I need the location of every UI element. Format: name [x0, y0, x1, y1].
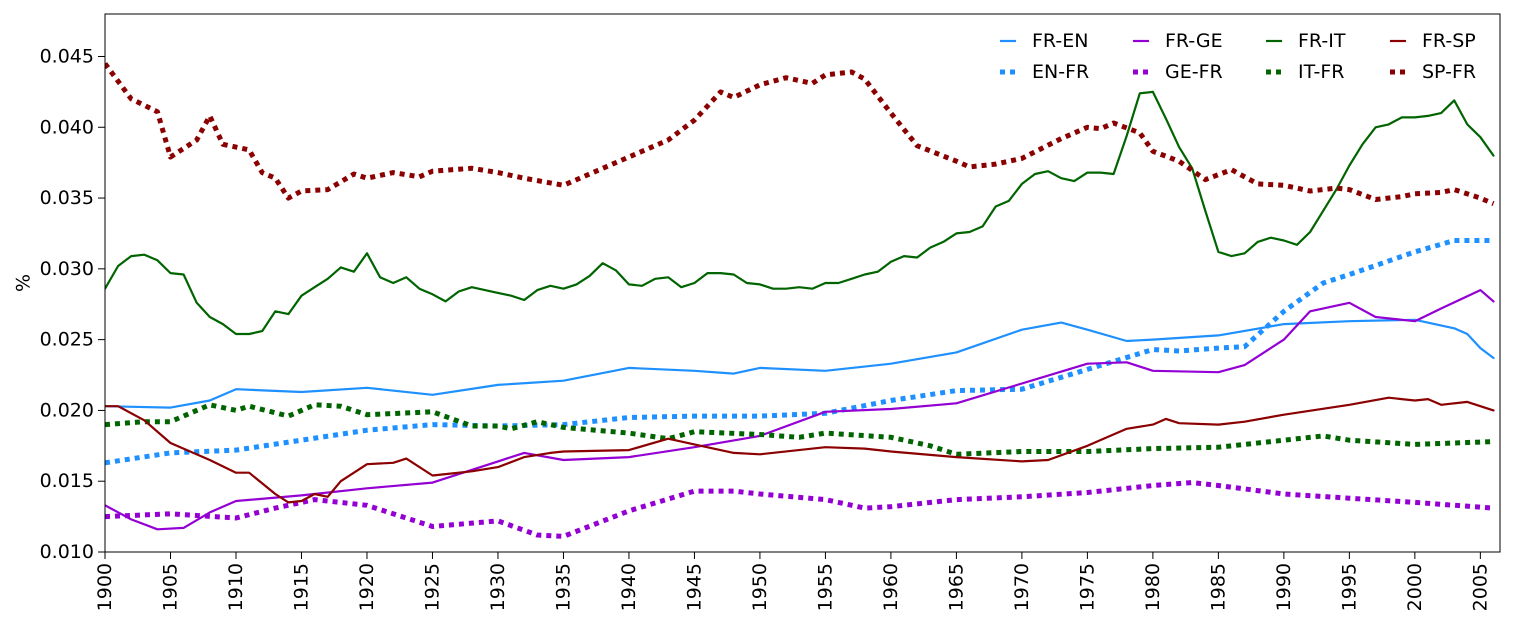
x-tick-label: 1910 — [225, 563, 247, 611]
legend-label: FR-GE — [1165, 30, 1223, 52]
x-tick-label: 1965 — [945, 563, 967, 611]
y-tick-label: 0.010 — [40, 541, 94, 563]
x-tick-label: 2000 — [1404, 563, 1426, 611]
legend-item-ge-fr: GE-FR — [1133, 61, 1223, 83]
x-tick-label: 1995 — [1338, 563, 1360, 611]
x-tick-label: 1955 — [814, 563, 836, 611]
legend-label: SP-FR — [1422, 61, 1476, 83]
x-tick-label: 1905 — [159, 563, 181, 611]
x-tick-label: 1950 — [749, 563, 771, 611]
series-line-it-fr — [105, 402, 1494, 457]
series-line-fr-en — [105, 318, 1495, 409]
series-line-fr-ge — [105, 289, 1495, 531]
legend-label: FR-SP — [1422, 30, 1476, 52]
legend-label: IT-FR — [1298, 61, 1344, 83]
x-tick-label: 1975 — [1076, 563, 1098, 611]
legend-item-fr-en: FR-EN — [1000, 30, 1088, 52]
x-tick-label: 1920 — [356, 563, 378, 611]
legend-item-fr-it: FR-IT — [1266, 30, 1346, 52]
legend: FR-EN EN-FR FR-GE GE-FR FR-IT IT-FR FR-SP SP-FR — [1000, 30, 1476, 83]
x-tick-label: 1900 — [94, 563, 116, 611]
x-tick-label: 2005 — [1469, 563, 1491, 611]
series-line-fr-it — [105, 90, 1495, 336]
y-tick-label: 0.045 — [40, 45, 94, 67]
x-tick-label: 1960 — [880, 563, 902, 611]
x-tick-label: 1980 — [1142, 563, 1164, 611]
y-tick-label: 0.020 — [40, 399, 94, 421]
x-axis: 1900 1905 1910 1915 1920 1925 1930 1935 1940 1945… — [94, 552, 1491, 611]
x-tick-label: 1915 — [290, 563, 312, 611]
y-axis-label: % — [13, 274, 35, 292]
y-tick-label: 0.015 — [40, 470, 94, 492]
legend-item-en-fr: EN-FR — [1000, 61, 1089, 83]
legend-item-fr-ge: FR-GE — [1133, 30, 1223, 52]
y-tick-label: 0.030 — [40, 258, 94, 280]
legend-label: FR-EN — [1032, 30, 1088, 52]
x-tick-label: 1970 — [1011, 563, 1033, 611]
x-tick-label: 1930 — [487, 563, 509, 611]
plot-frame — [104, 13, 1501, 553]
y-tick-label: 0.025 — [40, 329, 94, 351]
y-tick-label: 0.035 — [40, 187, 94, 209]
x-tick-label: 1985 — [1207, 563, 1229, 611]
legend-label: GE-FR — [1165, 61, 1223, 83]
x-tick-label: 1990 — [1273, 563, 1295, 611]
legend-item-sp-fr: SP-FR — [1390, 61, 1476, 83]
series-line-sp-fr — [105, 62, 1495, 206]
x-tick-label: 1925 — [421, 563, 443, 611]
x-tick-label: 1945 — [683, 563, 705, 611]
legend-label: FR-IT — [1298, 30, 1346, 52]
legend-label: EN-FR — [1032, 61, 1089, 83]
x-tick-label: 1935 — [552, 563, 574, 611]
legend-item-it-fr: IT-FR — [1266, 61, 1344, 83]
series-line-ge-fr — [105, 480, 1494, 539]
y-axis: 0.010 0.015 0.020 0.025 0.030 0.035 0.040 0.045 — [40, 45, 105, 563]
series-line-fr-sp — [105, 396, 1495, 504]
series-layer — [105, 62, 1495, 539]
series-line-en-fr — [105, 238, 1494, 466]
x-tick-label: 1940 — [618, 563, 640, 611]
legend-item-fr-sp: FR-SP — [1390, 30, 1476, 52]
y-tick-label: 0.040 — [40, 116, 94, 138]
